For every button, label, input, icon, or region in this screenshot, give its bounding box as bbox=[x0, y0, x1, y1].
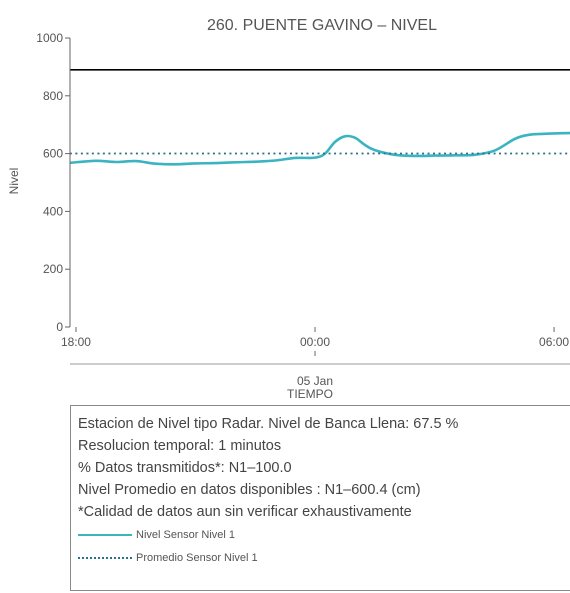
x-tick-sublabel: 05 Jan bbox=[297, 374, 333, 388]
y-axis-label: Nivel bbox=[7, 168, 21, 195]
info-line-quality-note: *Calidad de datos aun sin verificar exha… bbox=[78, 504, 412, 520]
chart-title: 260. PUENTE GAVINO – NIVEL bbox=[207, 17, 437, 34]
level-chart: 260. PUENTE GAVINO – NIVEL Nivel TIEMPO … bbox=[7, 17, 570, 400]
y-tick-label: 800 bbox=[43, 89, 63, 103]
info-line-average: Nivel Promedio en datos disponibles : N1… bbox=[78, 482, 421, 498]
y-tick-label: 400 bbox=[43, 204, 63, 218]
info-legend-box: Estacion de Nivel tipo Radar. Nivel de B… bbox=[70, 405, 570, 591]
legend-label-sensor: Nivel Sensor Nivel 1 bbox=[136, 528, 236, 541]
y-tick-label: 200 bbox=[43, 262, 63, 276]
legend-label-average: Promedio Sensor Nivel 1 bbox=[136, 551, 258, 564]
x-tick-label: 00:00 bbox=[300, 335, 330, 349]
legend-swatch-dotted bbox=[78, 556, 132, 559]
y-tick-label: 1000 bbox=[36, 31, 63, 45]
x-tick-label: 06:00 bbox=[539, 335, 569, 349]
y-tick-label: 0 bbox=[56, 320, 63, 334]
x-tick-label: 18:00 bbox=[61, 335, 91, 349]
x-axis-label: TIEMPO bbox=[287, 387, 333, 400]
info-line-transmitted: % Datos transmitidos*: N1–100.0 bbox=[78, 460, 292, 476]
info-line-resolution: Resolucion temporal: 1 minutos bbox=[78, 438, 282, 454]
legend-item-sensor[interactable]: Nivel Sensor Nivel 1 bbox=[78, 523, 570, 546]
legend-swatch-solid bbox=[78, 533, 132, 536]
info-line-station: Estacion de Nivel tipo Radar. Nivel de B… bbox=[78, 416, 459, 432]
y-tick-label: 600 bbox=[43, 147, 63, 161]
legend-item-average[interactable]: Promedio Sensor Nivel 1 bbox=[78, 546, 570, 569]
sensor-series-line bbox=[69, 131, 570, 166]
